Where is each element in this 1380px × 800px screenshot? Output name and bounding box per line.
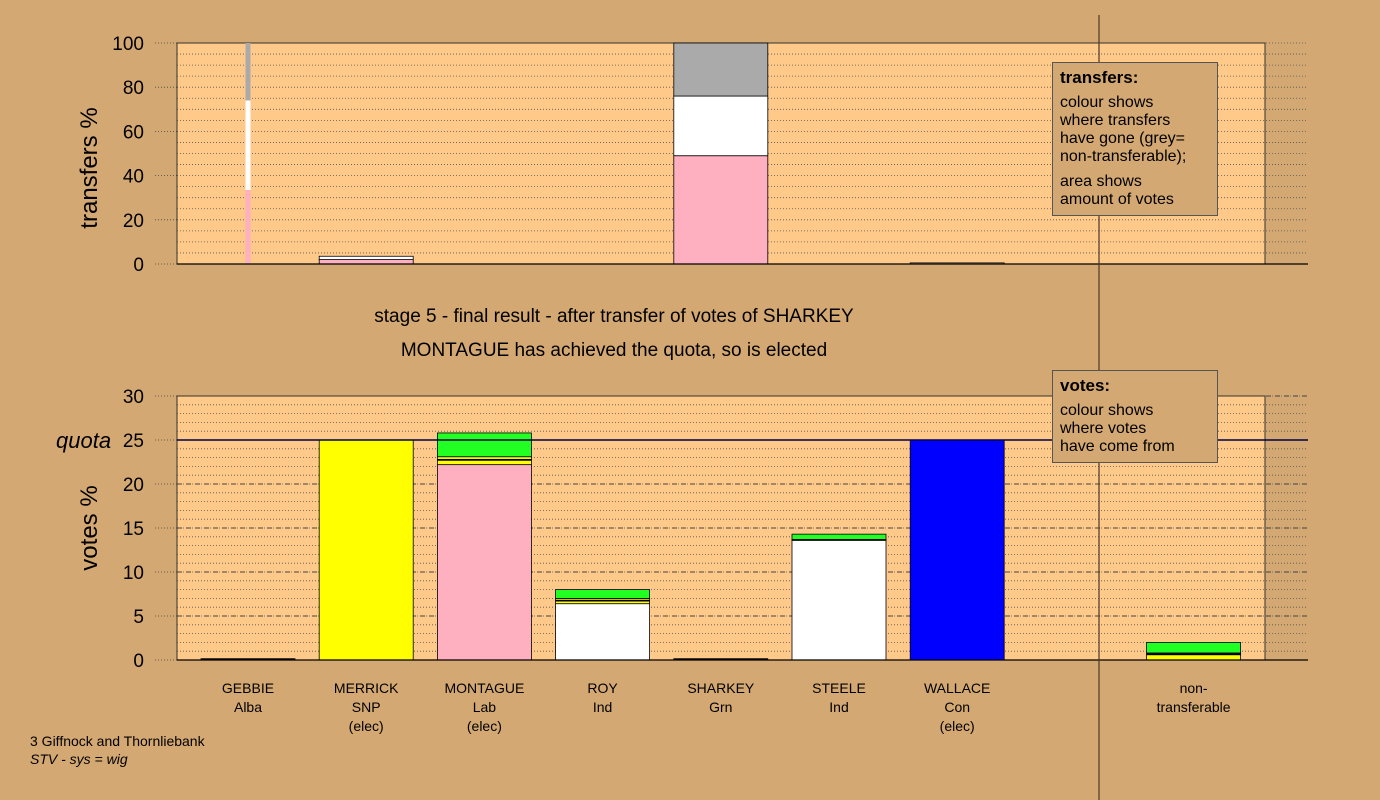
bar-segment [555,603,650,661]
bar-segment [245,100,251,190]
votes-legend-text: colour shows where votes have come from [1060,402,1175,455]
stage-subtitle: MONTAGUE has achieved the quota, so is e… [400,340,828,361]
bar-1 [318,255,414,265]
candidate-label: WALLACE Con (elec) [897,679,1017,736]
bar-6 [909,439,1005,661]
footer-ward: 3 Giffnock and Thornliebank [30,733,205,749]
bar-1 [318,439,414,661]
y-tick-label: 20 [123,211,144,232]
candidate-label: SHARKEY Grn [661,679,781,717]
bar-segment [318,259,414,265]
y-tick-label: 5 [133,607,144,628]
y-tick-label: 60 [123,122,144,143]
y-tick-label: 40 [123,167,144,188]
bar-segment [245,189,251,264]
y-tick-label: 15 [123,519,144,540]
transfers-legend: transfers: colour shows where transfers … [1052,62,1218,216]
bar-3 [555,589,650,661]
candidate-label: ROY Ind [543,679,663,717]
bar-segment [673,155,769,265]
candidate-label: GEBBIE Alba [188,679,308,717]
bar-2 [436,432,532,661]
candidate-status: (elec) [348,718,384,734]
bar-segment [1146,642,1241,654]
bar-5 [791,533,887,661]
candidate-name: MERRICK [333,680,399,696]
transfers-legend-title: transfers: [1060,68,1139,87]
candidate-name: GEBBIE [221,680,275,696]
candidate-party: Alba [233,699,263,715]
candidate-label: MERRICK SNP (elec) [306,679,426,736]
bar-segment [436,464,532,661]
candidate-label: non-transferable [1134,679,1254,717]
candidate-name: SHARKEY [687,680,755,696]
footer-system: STV - sys = wig [30,751,128,767]
y-tick-label: 20 [123,475,144,496]
candidate-label: MONTAGUE Lab (elec) [424,679,544,736]
bar-segment [436,432,532,458]
candidate-status: (elec) [939,718,975,734]
candidate-party: Lab [472,699,497,715]
bar-segment [318,255,414,260]
y-tick-label: 25 [123,431,144,452]
y-tick-label: 100 [112,34,144,55]
bar-4 [673,42,769,265]
transfers-legend-text-1: colour shows where transfers have gone (… [1060,94,1187,165]
y-tick-label: 0 [133,255,144,276]
bar-segment [318,439,414,661]
y-tick-label: 30 [123,387,144,408]
candidate-status: (elec) [466,718,502,734]
bar-segment [436,459,532,466]
bar-segment [245,43,251,101]
bar-0 [245,43,251,264]
bar-segment [555,589,650,599]
candidate-party: transferable [1156,699,1231,715]
candidate-name: WALLACE [923,680,991,696]
bar-segment [673,42,769,97]
transfers-y-axis-label: transfers % [76,107,103,229]
candidate-party: Con [944,699,971,715]
votes-y-axis-label: votes % [76,485,103,571]
bar-segment [673,95,769,157]
votes-legend-title: votes: [1060,376,1111,395]
candidate-party: Ind [592,699,613,715]
votes-legend: votes: colour shows where votes have com… [1052,370,1218,463]
bar-8 [1146,642,1241,661]
candidate-label: STEELE Ind [779,679,899,717]
bar-segment [909,439,1005,661]
candidate-party: SNP [351,699,381,715]
quota-label: quota [56,428,111,453]
candidate-party: Grn [709,699,733,715]
stage-title: stage 5 - final result - after transfer … [374,306,854,327]
candidate-name: STEELE [812,680,866,696]
candidate-name: non- [1179,680,1208,696]
bar-segment [791,539,887,661]
candidate-name: ROY [587,680,618,696]
y-tick-label: 0 [133,651,144,672]
candidate-party: Ind [829,699,849,715]
candidate-name: MONTAGUE [444,680,525,696]
y-tick-label: 10 [123,563,144,584]
bar-segment [1146,654,1241,661]
bar-segment [791,533,887,540]
transfers-legend-text-2: area shows amount of votes [1060,173,1174,208]
y-tick-label: 80 [123,78,144,99]
